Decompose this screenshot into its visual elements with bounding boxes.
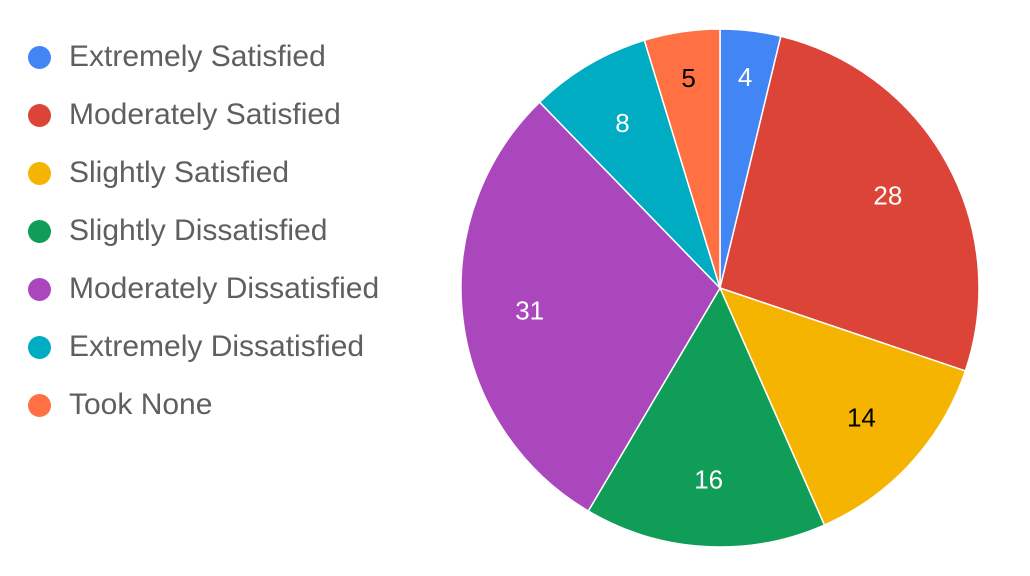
slice-value-label: 31 [515,296,544,326]
pie-slice-moderately-satisfied[interactable] [719,35,980,372]
legend-label: Moderately Dissatisfied [69,272,380,305]
pie-slice-took-none[interactable] [643,28,721,289]
pie-slice-slightly-dissatisfied[interactable] [587,286,826,548]
legend-item-took-none[interactable]: Took None [28,376,379,434]
legend-label: Slightly Satisfied [69,156,290,189]
legend-swatch [28,103,51,127]
slice-value-label: 28 [873,180,902,210]
slice-value-label: 14 [847,402,876,432]
legend-item-moderately-dissatisfied[interactable]: Moderately Dissatisfied [28,260,379,318]
legend-item-moderately-satisfied[interactable]: Moderately Satisfied [28,86,379,144]
legend-swatch [28,277,51,301]
legend-label: Moderately Satisfied [69,98,341,131]
pie-slice-extremely-dissatisfied[interactable] [538,39,721,289]
legend-swatch [28,219,51,243]
legend-item-slightly-dissatisfied[interactable]: Slightly Dissatisfied [28,202,379,260]
slice-value-label: 16 [694,464,723,494]
legend-label: Extremely Dissatisfied [69,330,365,363]
legend-swatch [28,335,51,359]
pie-slice-slightly-satisfied[interactable] [718,286,967,527]
chart-legend: Extremely Satisfied Moderately Satisfied S… [28,28,379,434]
legend-swatch [28,393,51,417]
legend-label: Extremely Satisfied [69,40,326,73]
legend-label: Took None [69,388,213,421]
legend-item-slightly-satisfied[interactable]: Slightly Satisfied [28,144,379,202]
slice-value-label: 8 [615,108,629,138]
slice-value-label: 5 [681,63,695,93]
legend-item-extremely-dissatisfied[interactable]: Extremely Dissatisfied [28,318,379,376]
legend-swatch [28,45,51,69]
legend-label: Slightly Dissatisfied [69,214,328,247]
legend-item-extremely-satisfied[interactable]: Extremely Satisfied [28,28,379,86]
legend-swatch [28,161,51,185]
slice-value-label: 4 [738,62,752,92]
pie-slice-moderately-dissatisfied[interactable] [460,101,721,513]
